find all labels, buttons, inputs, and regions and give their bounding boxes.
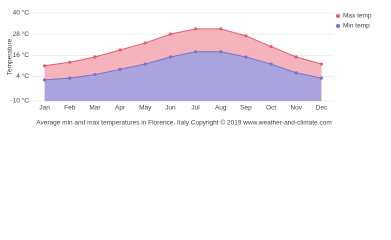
point bbox=[168, 32, 173, 36]
point bbox=[93, 73, 97, 77]
point bbox=[143, 41, 147, 45]
point bbox=[68, 76, 72, 80]
x-tick-label: Jun bbox=[165, 105, 176, 112]
x-tick-label: Dec bbox=[316, 105, 328, 112]
x-tick-label: Feb bbox=[64, 105, 76, 112]
x-tick-label: Jan bbox=[39, 105, 50, 112]
point bbox=[319, 62, 324, 66]
point bbox=[118, 67, 122, 71]
point bbox=[269, 62, 273, 66]
point bbox=[193, 27, 198, 31]
point bbox=[168, 55, 173, 59]
y-tick-label: -10 °C bbox=[11, 97, 30, 105]
point bbox=[118, 48, 122, 52]
point bbox=[319, 76, 324, 80]
point bbox=[68, 60, 72, 64]
x-tick-label: Mar bbox=[89, 105, 101, 112]
point bbox=[93, 55, 97, 59]
point bbox=[294, 55, 298, 59]
point bbox=[219, 27, 223, 31]
area bbox=[44, 51, 322, 101]
x-tick-label: Sep bbox=[240, 105, 252, 112]
point bbox=[269, 44, 273, 49]
x-tick-label: Nov bbox=[290, 105, 302, 112]
caption: Average min and max temperatures in Flor… bbox=[36, 119, 332, 127]
point bbox=[143, 62, 147, 66]
legend-label: Min temp bbox=[343, 23, 370, 30]
y-tick-label: 28 °C bbox=[13, 30, 30, 38]
legend-label: Max temp bbox=[343, 13, 372, 20]
legend-marker bbox=[336, 14, 340, 18]
y-tick-label: 4 °C bbox=[16, 72, 29, 80]
y-tick-label: 40 °C bbox=[13, 9, 30, 17]
line bbox=[44, 51, 322, 81]
y-tick-label: 16 °C bbox=[13, 51, 30, 59]
x-tick-label: Aug bbox=[215, 105, 227, 112]
chart: Temperature Average min and max temperat… bbox=[7, 9, 372, 127]
line bbox=[44, 28, 322, 67]
point bbox=[219, 50, 223, 54]
point bbox=[42, 64, 47, 68]
point bbox=[294, 71, 298, 75]
x-tick-label: Apr bbox=[115, 105, 126, 112]
point bbox=[42, 78, 47, 82]
y-axis-title: Temperature bbox=[7, 38, 14, 75]
x-tick-label: Jul bbox=[191, 105, 200, 112]
point bbox=[244, 55, 248, 59]
legend-marker bbox=[336, 24, 340, 28]
x-tick-label: May bbox=[139, 105, 152, 112]
point bbox=[193, 50, 198, 54]
x-tick-label: Oct bbox=[266, 105, 276, 112]
point bbox=[244, 34, 248, 38]
